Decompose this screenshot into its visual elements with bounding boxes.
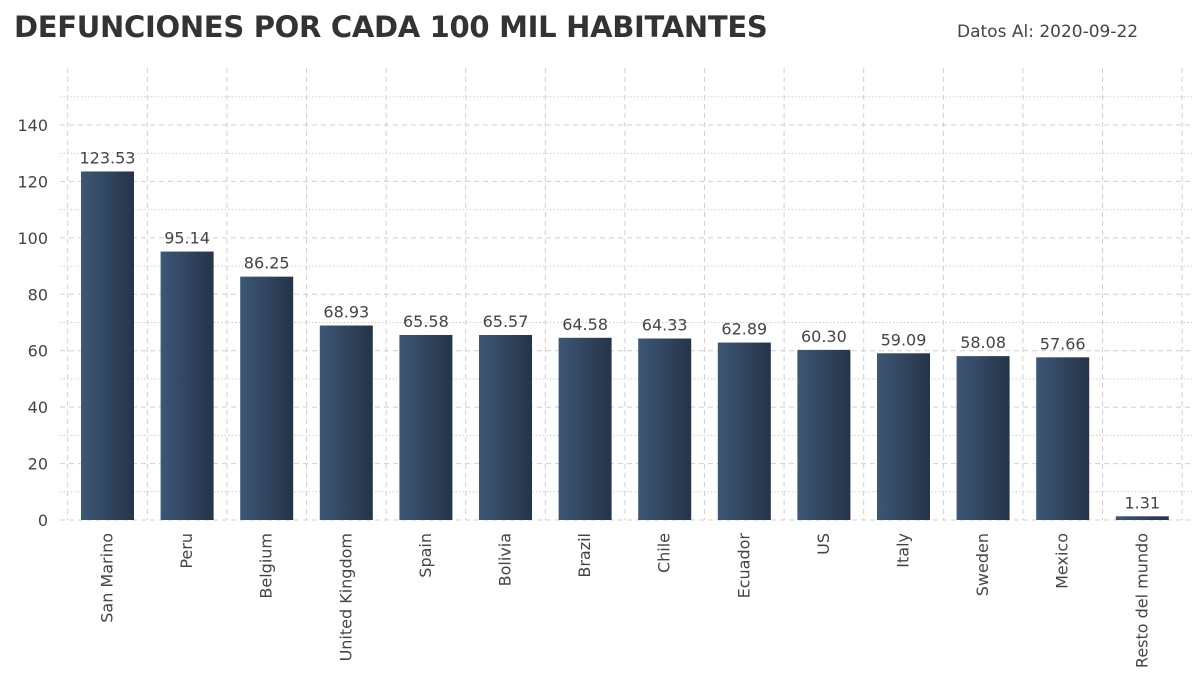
data-labels: 123.53 95.14 86.25 68.93 65.58 65.57 64.58 64.3… bbox=[80, 148, 1161, 512]
bar-italy bbox=[877, 353, 930, 520]
data-label: 123.53 bbox=[80, 148, 136, 167]
x-tick-label: Mexico bbox=[1053, 533, 1072, 589]
chart-title: DEFUNCIONES POR CADA 100 MIL HABITANTES bbox=[14, 10, 768, 44]
data-label: 62.89 bbox=[721, 320, 767, 339]
x-tick-label: Chile bbox=[655, 533, 674, 573]
data-label: 60.30 bbox=[801, 327, 847, 346]
y-tick-label: 20 bbox=[28, 455, 48, 474]
y-tick-label: 120 bbox=[17, 172, 48, 191]
data-label: 64.33 bbox=[642, 315, 688, 334]
bar-us bbox=[797, 349, 851, 520]
bars bbox=[81, 171, 1169, 521]
data-label: 59.09 bbox=[881, 330, 927, 349]
y-tick-label: 140 bbox=[17, 116, 48, 135]
bar-spain bbox=[399, 334, 453, 520]
bar-united-kingdom bbox=[319, 325, 373, 520]
y-tick-label: 100 bbox=[17, 229, 48, 248]
data-label: 1.31 bbox=[1124, 493, 1160, 512]
data-label: 68.93 bbox=[323, 303, 369, 322]
bar-resto-del-mundo bbox=[1115, 516, 1169, 520]
data-label: 86.25 bbox=[244, 254, 290, 273]
data-label: 57.66 bbox=[1040, 334, 1086, 353]
y-tick-label: 80 bbox=[28, 285, 48, 304]
x-tick-label: Brazil bbox=[575, 533, 594, 578]
data-label: 58.08 bbox=[960, 333, 1006, 352]
x-tick-label: Spain bbox=[416, 533, 435, 578]
x-tick-label: Belgium bbox=[257, 533, 276, 599]
x-tick-label: Ecuador bbox=[734, 533, 753, 599]
y-tick-label: 40 bbox=[28, 398, 48, 417]
y-tick-label: 60 bbox=[28, 342, 48, 361]
bar-sweden bbox=[956, 356, 1010, 520]
bar-san-marino bbox=[81, 171, 134, 520]
x-tick-label: Sweden bbox=[973, 533, 992, 596]
grid-lines bbox=[60, 68, 1192, 521]
x-axis: San Marino Peru Belgium United Kingdom Spain… bbox=[98, 533, 1152, 669]
bar-brazil bbox=[558, 337, 612, 520]
data-label: 95.14 bbox=[164, 229, 210, 248]
x-tick-label: Italy bbox=[894, 533, 913, 568]
bar-belgium bbox=[240, 276, 294, 520]
x-tick-label: Bolivia bbox=[496, 533, 515, 586]
data-label: 65.58 bbox=[403, 312, 449, 331]
x-tick-label: San Marino bbox=[98, 533, 117, 623]
bar-peru bbox=[160, 251, 214, 521]
x-tick-label: US bbox=[814, 533, 833, 555]
bar-bolivia bbox=[479, 334, 532, 520]
data-date-label: Datos Al: 2020-09-22 bbox=[957, 22, 1139, 42]
y-axis: 0 20 40 60 80 100 120 140 bbox=[17, 116, 48, 530]
data-label: 65.57 bbox=[483, 312, 529, 331]
bar-ecuador bbox=[717, 342, 771, 520]
y-tick-label: 0 bbox=[38, 511, 48, 530]
x-tick-label: Resto del mundo bbox=[1132, 533, 1151, 668]
x-tick-label: United Kingdom bbox=[336, 533, 355, 661]
bar-mexico bbox=[1036, 357, 1090, 520]
x-tick-label: Peru bbox=[177, 533, 196, 569]
bar-chile bbox=[638, 338, 692, 520]
data-label: 64.58 bbox=[562, 315, 608, 334]
